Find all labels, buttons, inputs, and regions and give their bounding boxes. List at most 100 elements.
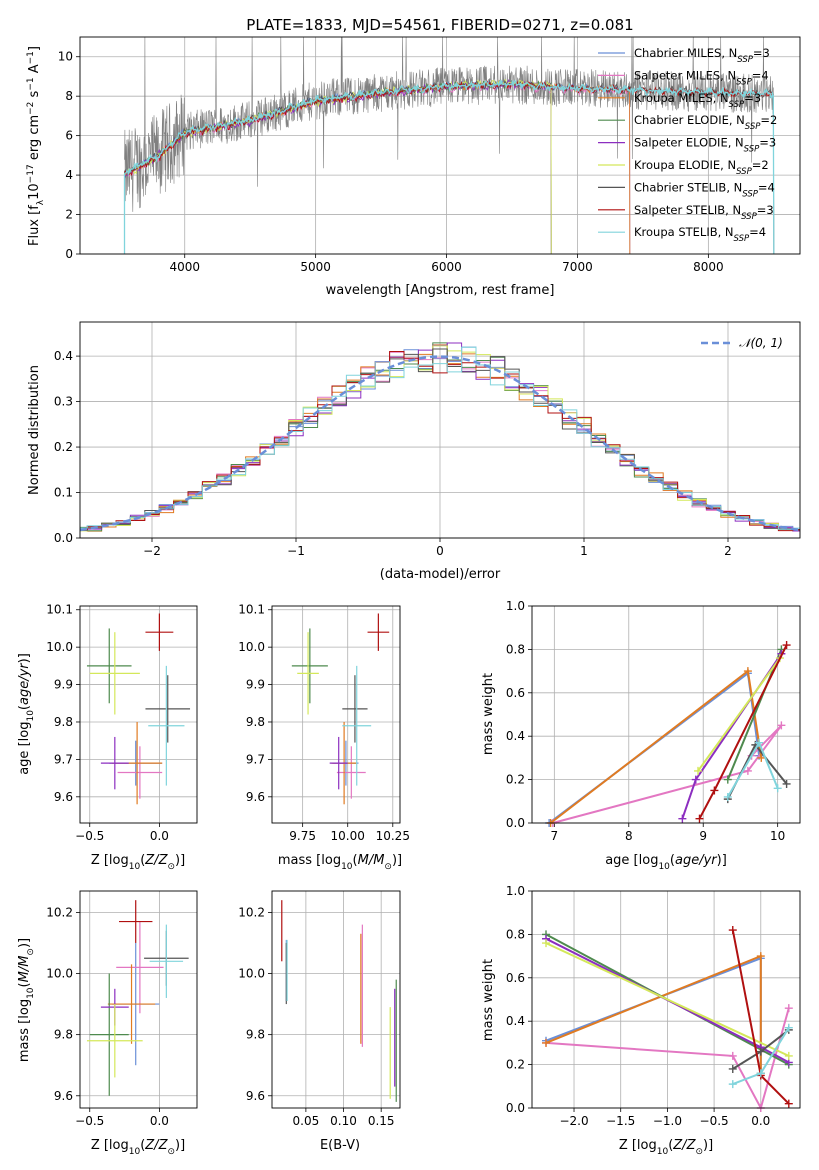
age-weight-ytick-label: 1.0: [506, 599, 525, 613]
z-age-xlabel: Z [log10(Z/Z⊙)]: [91, 853, 185, 872]
z-mass-xtick-label: −0.5: [75, 1114, 104, 1128]
legend-entry: Chabrier STELIB, NSSP=4: [634, 180, 775, 199]
age-weight-point-marker: [777, 721, 786, 730]
z-weight-xtick-label: 0.0: [751, 1114, 770, 1128]
residuals-xtick-label: 2: [724, 544, 732, 558]
spectrum-data-line: [124, 37, 774, 212]
z-weight-xtick-label: −1.5: [606, 1114, 635, 1128]
z-age-xtick-label: −0.5: [75, 829, 104, 843]
spectrum-ytick-label: 2: [65, 208, 73, 222]
spectrum-ytick-label: 10: [58, 50, 73, 64]
residuals-xtick-label: −1: [287, 544, 305, 558]
age-weight-point-marker: [694, 766, 703, 775]
z-weight-ytick-label: 0.0: [506, 1101, 525, 1115]
spectrum-xlabel: wavelength [Angstrom, rest frame]: [326, 283, 555, 298]
age-weight-xtick-label: 7: [551, 829, 559, 843]
z-weight-point-marker: [728, 1064, 737, 1073]
residuals-normal-curve: [79, 355, 801, 532]
age-weight-series-line: [726, 649, 783, 780]
z-age-ytick-label: 9.8: [54, 715, 73, 729]
age-weight-series-line: [552, 724, 783, 824]
spectrum-ylabel: Flux [fλ10−17 erg cm−2 s−1 A−1]: [26, 46, 46, 246]
age-weight-ytick-label: 0.4: [506, 729, 525, 743]
z-mass-frame: [79, 890, 198, 1109]
z-weight-ytick-label: 0.8: [506, 927, 525, 941]
mass-age-ytick-label: 9.7: [246, 752, 265, 766]
z-weight-series-line: [545, 942, 790, 1057]
z-weight-frame: [531, 890, 801, 1109]
age-weight-point-marker: [782, 779, 791, 788]
spectrum-frame: [79, 36, 801, 255]
age-weight-point-marker: [723, 775, 732, 784]
mass-age-xlabel: mass [log10(M/M⊙)]: [278, 853, 402, 872]
age-weight-xtick-label: 9: [699, 829, 707, 843]
z-mass-ytick-label: 9.8: [54, 1028, 73, 1042]
legend-entry: Kroupa ELODIE, NSSP=2: [634, 158, 769, 177]
z-mass-xlabel: Z [log10(Z/Z⊙)]: [91, 1138, 185, 1157]
z-weight-point-marker: [756, 1069, 765, 1078]
age-weight-xtick-label: 10: [770, 829, 785, 843]
residuals-ytick-label: 0.0: [54, 531, 73, 545]
residuals-frame: [79, 321, 801, 539]
spectrum-ytick-label: 8: [65, 89, 73, 103]
age-weight-point-marker: [691, 775, 700, 784]
residuals-ytick-label: 0.4: [54, 349, 73, 363]
mass-age-ytick-label: 10.1: [238, 603, 265, 617]
z-age-ytick-label: 9.9: [54, 678, 73, 692]
z-mass-ytick-label: 10.2: [46, 905, 73, 919]
age-weight-point-marker: [695, 814, 704, 823]
ebv-mass-xtick-label: 0.10: [330, 1114, 357, 1128]
legend-entry: Chabrier MILES, NSSP=3: [634, 46, 770, 65]
z-weight-ylabel: mass weight: [481, 959, 496, 1041]
age-weight-point-marker: [773, 784, 782, 793]
ebv-mass-ytick-label: 10.0: [238, 967, 265, 981]
legend-entry: Salpeter STELIB, NSSP=3: [634, 203, 774, 222]
mass-age-ytick-label: 10.0: [238, 640, 265, 654]
spectrum-ytick-label: 6: [65, 129, 73, 143]
z-age-ytick-label: 9.6: [54, 790, 73, 804]
age-weight-ytick-label: 0.0: [506, 816, 525, 830]
age-weight-point-marker: [755, 738, 764, 747]
z-weight-point-marker: [784, 1051, 793, 1060]
age-weight-ytick-label: 0.6: [506, 686, 525, 700]
residuals-xtick-label: 1: [580, 544, 588, 558]
ebv-mass-ytick-label: 9.6: [246, 1089, 265, 1103]
z-age-xtick-label: 0.0: [150, 829, 169, 843]
ebv-mass-frame: [271, 890, 401, 1109]
residuals-ytick-label: 0.2: [54, 440, 73, 454]
age-weight-xtick-label: 8: [625, 829, 633, 843]
age-weight-point-marker: [743, 667, 752, 676]
spectrum-xtick-label: 6000: [431, 260, 462, 274]
legend-entry: Kroupa MILES, NSSP=3: [634, 91, 761, 110]
mass-age-ytick-label: 9.6: [246, 790, 265, 804]
mass-age-xtick-label: 9.75: [289, 829, 316, 843]
residuals-ylabel: Normed distribution: [27, 365, 42, 495]
legend-entry: 𝒩(0, 1): [739, 336, 783, 350]
z-mass-xtick-label: 0.0: [150, 1114, 169, 1128]
residuals-ytick-label: 0.1: [54, 486, 73, 500]
z-weight-ytick-label: 1.0: [506, 884, 525, 898]
spectrum-model-line: [123, 79, 775, 254]
z-weight-point-marker: [784, 1004, 793, 1013]
z-weight-xlabel: Z [log10(Z/Z⊙)]: [619, 1138, 713, 1157]
legend-entry: Salpeter MILES, NSSP=4: [634, 68, 769, 87]
z-weight-point-marker: [756, 952, 765, 961]
age-weight-point-marker: [743, 766, 752, 775]
mass-age-xtick-label: 10.25: [376, 829, 410, 843]
z-weight-point-marker: [784, 1023, 793, 1032]
ebv-mass-xlabel: E(B-V): [320, 1138, 360, 1153]
ebv-mass-ytick-label: 9.8: [246, 1028, 265, 1042]
age-weight-xlabel: age [log10(age/yr)]: [605, 853, 727, 872]
z-weight-point-marker: [542, 1038, 551, 1047]
mass-age-frame: [271, 605, 401, 824]
spectrum-xtick-label: 8000: [693, 260, 724, 274]
z-mass-ytick-label: 10.0: [46, 967, 73, 981]
z-age-ytick-label: 10.0: [46, 640, 73, 654]
z-weight-point-marker: [728, 926, 737, 935]
age-weight-point-marker: [757, 753, 766, 762]
z-age-ylabel: age [log10(age/yr)]: [17, 653, 36, 775]
z-mass-ytick-label: 9.6: [54, 1089, 73, 1103]
residuals-histogram-line: [80, 346, 800, 530]
